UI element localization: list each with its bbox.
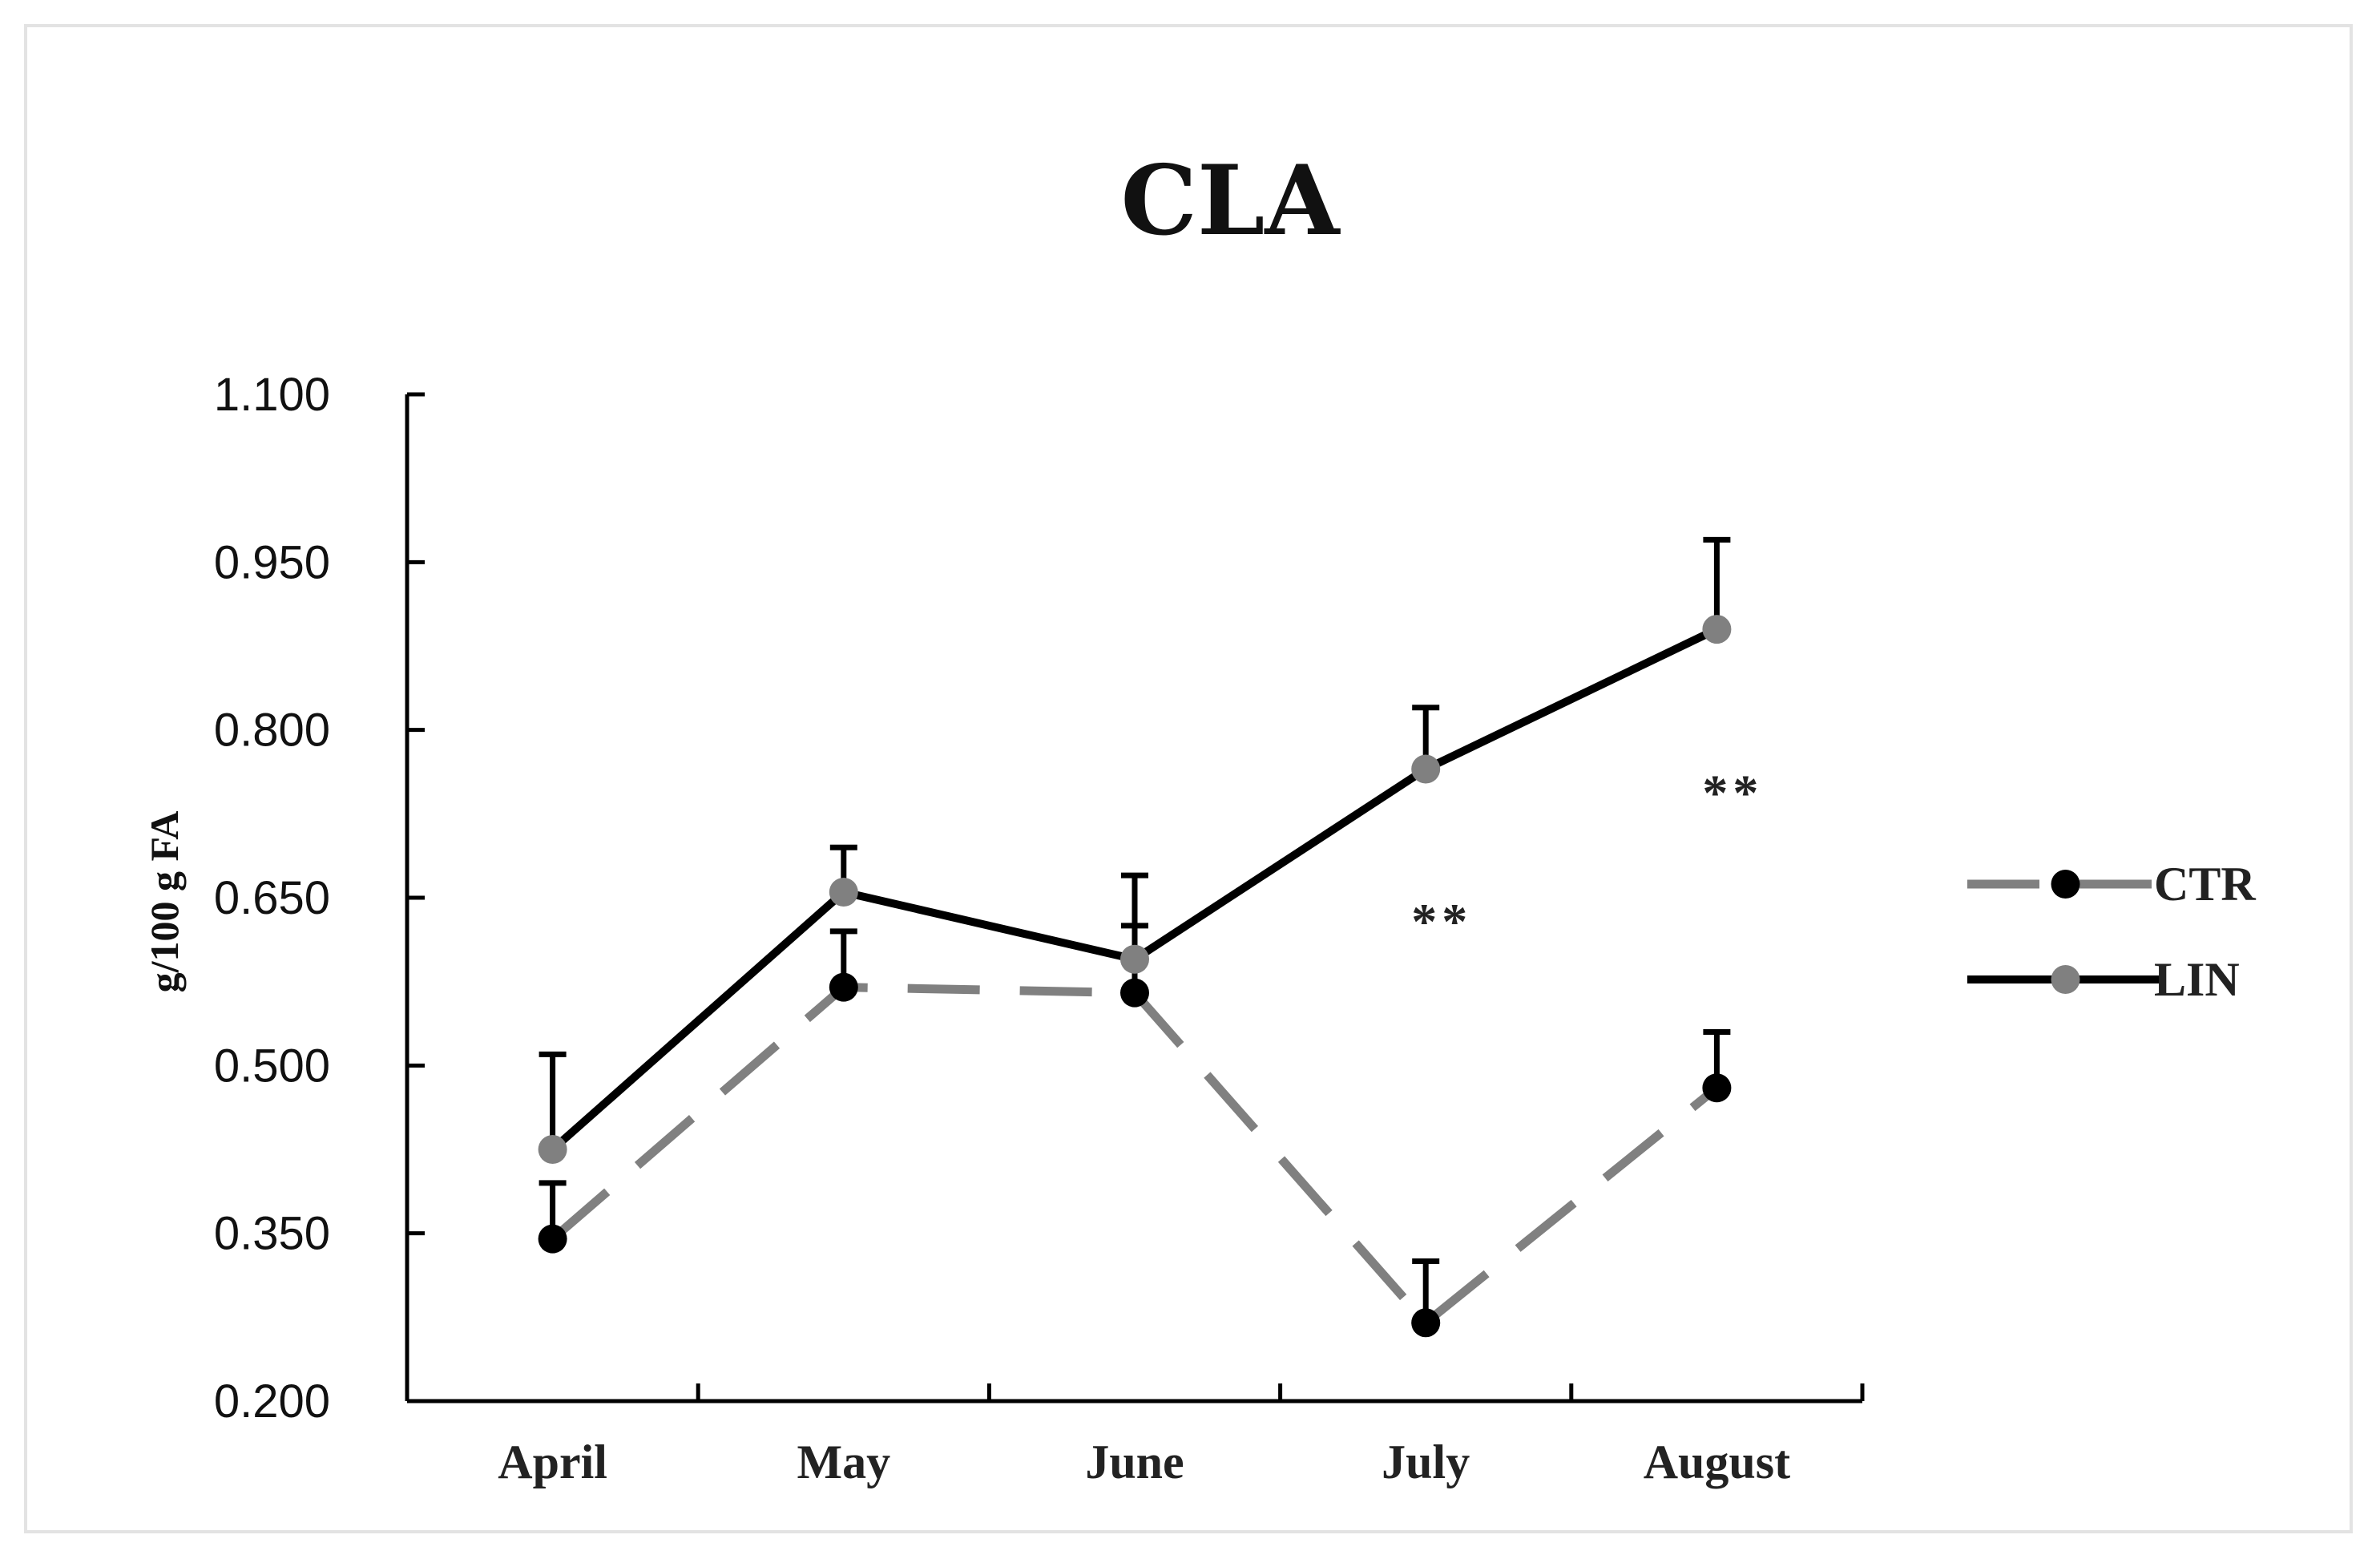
y-axis-label: g/100 g FA	[142, 811, 187, 993]
chart-title: CLA	[1121, 144, 1341, 257]
x-tick-label: July	[1382, 1436, 1470, 1488]
series-lin	[539, 536, 1731, 1153]
x-ticks: April May June July August	[498, 1383, 1865, 1488]
x-tick-label: August	[1644, 1436, 1790, 1488]
y-tick-label: 1.100	[214, 369, 330, 421]
y-tick-label: 0.200	[214, 1375, 330, 1428]
y-tick-label: 0.950	[214, 536, 330, 588]
legend-marker-ctr	[2051, 870, 2080, 899]
markers-lin	[538, 615, 1732, 1164]
series-line	[550, 983, 1720, 1327]
chart-frame	[24, 24, 2353, 1533]
data-point	[829, 878, 858, 907]
annotations: ** **	[1411, 764, 1763, 950]
data-point	[1120, 944, 1149, 974]
data-point	[1702, 615, 1732, 644]
legend-label-lin: LIN	[2154, 953, 2240, 1006]
y-tick-label: 0.800	[214, 705, 330, 757]
data-point	[829, 972, 858, 1002]
data-point	[1411, 754, 1441, 784]
significance-marker: **	[1411, 893, 1472, 950]
x-tick-label: May	[797, 1436, 890, 1488]
data-point	[1411, 1308, 1441, 1338]
data-point	[1120, 978, 1149, 1008]
significance-marker: **	[1702, 764, 1763, 821]
data-point	[538, 1135, 567, 1164]
legend: CTR LIN	[1967, 858, 2256, 1006]
markers-ctr	[538, 972, 1732, 1338]
y-tick-label: 0.650	[214, 872, 330, 924]
y-tick-label: 0.500	[214, 1040, 330, 1092]
legend-marker-lin	[2051, 965, 2080, 994]
y-ticks: 0.200 0.350 0.500 0.650 0.800 0.950 1.100	[214, 369, 425, 1428]
data-point	[1702, 1073, 1732, 1103]
y-tick-label: 0.350	[214, 1208, 330, 1260]
data-point	[538, 1224, 567, 1254]
legend-label-ctr: CTR	[2154, 858, 2256, 911]
x-tick-label: April	[498, 1436, 607, 1488]
x-tick-label: June	[1085, 1436, 1184, 1488]
series-layer	[538, 536, 1732, 1338]
